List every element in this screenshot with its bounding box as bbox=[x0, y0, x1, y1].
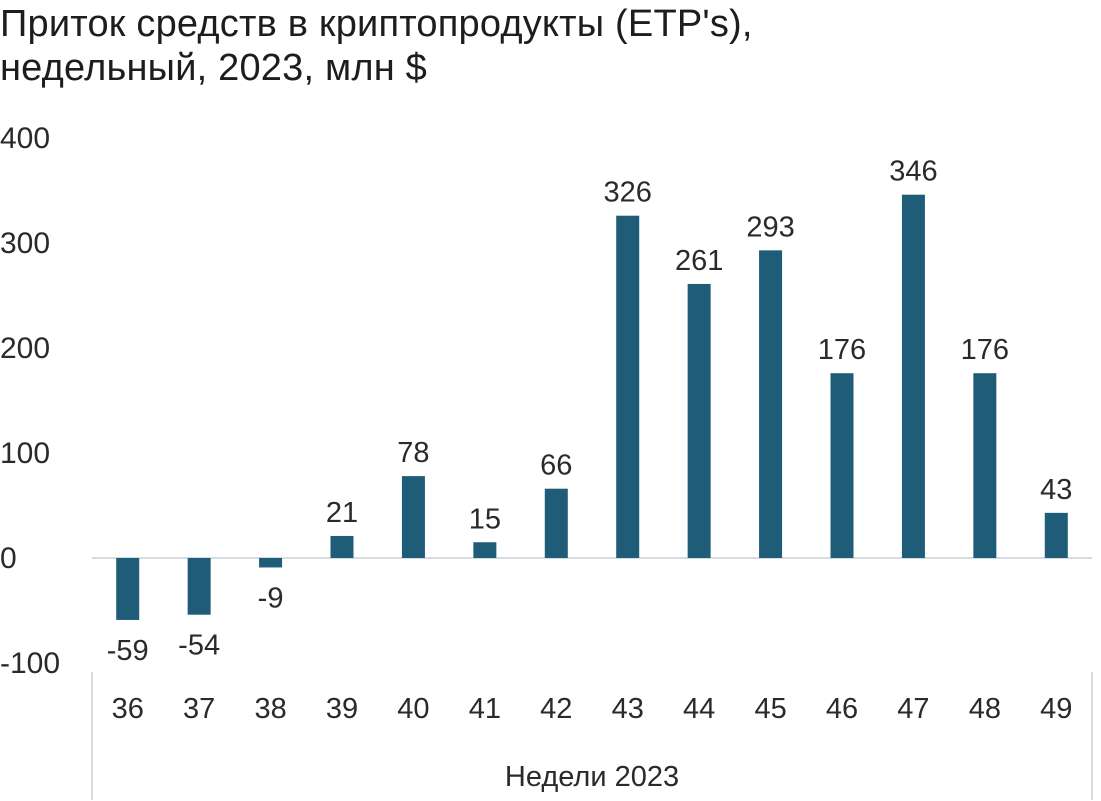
chart-title-line-2: недельный, 2023, млн $ bbox=[0, 47, 427, 89]
chart-axes bbox=[91, 557, 1093, 800]
bar-week-36 bbox=[116, 558, 140, 620]
bar-week-38 bbox=[259, 558, 283, 568]
x-tick-label: 46 bbox=[826, 693, 858, 725]
y-tick-label: -100 bbox=[0, 647, 60, 680]
x-tick-label: 49 bbox=[1040, 693, 1072, 725]
y-tick-label: 400 bbox=[0, 122, 50, 155]
chart-title: Приток средств в криптопродукты (ETP's),… bbox=[0, 2, 753, 90]
y-tick-label: 100 bbox=[0, 437, 50, 470]
data-label-week-48: 176 bbox=[961, 334, 1009, 366]
data-label-week-39: 21 bbox=[326, 497, 358, 529]
x-tick-label: 39 bbox=[326, 693, 358, 725]
x-tick-label: 37 bbox=[183, 693, 215, 725]
x-tick-label: 36 bbox=[112, 693, 144, 725]
y-axis-ticks: 400 300 200 100 0 -100 bbox=[0, 122, 60, 680]
bars bbox=[116, 194, 1068, 620]
x-tick-label: 47 bbox=[897, 693, 929, 725]
x-tick-label: 41 bbox=[469, 693, 501, 725]
bar-week-41 bbox=[473, 542, 497, 558]
data-label-week-42: 66 bbox=[540, 450, 572, 482]
x-tick-label: 44 bbox=[683, 693, 715, 725]
data-label-week-46: 176 bbox=[818, 334, 866, 366]
y-tick-label: 0 bbox=[0, 542, 17, 575]
bar-week-48 bbox=[973, 373, 997, 558]
data-labels: -59 -54 -9 21 78 15 66 326 261 293 176 346 176 43 bbox=[107, 156, 1073, 667]
bar-week-42 bbox=[544, 488, 568, 558]
bar-week-40 bbox=[401, 476, 425, 558]
data-label-week-41: 15 bbox=[469, 503, 501, 535]
y-tick-label: 300 bbox=[0, 227, 50, 260]
chart-title-line-1: Приток средств в криптопродукты (ETP's), bbox=[0, 3, 753, 45]
bar-week-39 bbox=[330, 535, 354, 558]
x-tick-label: 42 bbox=[540, 693, 572, 725]
bar-week-47 bbox=[901, 194, 925, 558]
x-tick-label: 45 bbox=[754, 693, 786, 725]
data-label-week-44: 261 bbox=[675, 245, 723, 277]
bar-week-46 bbox=[830, 373, 854, 558]
data-label-week-37: -54 bbox=[178, 630, 220, 662]
x-tick-label: 48 bbox=[969, 693, 1001, 725]
data-label-week-38: -9 bbox=[258, 582, 284, 614]
bar-week-37 bbox=[187, 558, 211, 615]
bar-week-43 bbox=[616, 215, 640, 558]
data-label-week-43: 326 bbox=[604, 177, 652, 209]
x-axis-title: Недели 2023 bbox=[505, 761, 679, 793]
bar-week-45 bbox=[759, 250, 783, 558]
x-tick-label: 40 bbox=[397, 693, 429, 725]
x-axis-ticks: 36 37 38 39 40 41 42 43 44 45 46 47 48 49 bbox=[112, 693, 1073, 725]
data-label-week-49: 43 bbox=[1040, 474, 1072, 506]
data-label-week-36: -59 bbox=[107, 635, 149, 667]
x-tick-label: 43 bbox=[612, 693, 644, 725]
data-label-week-45: 293 bbox=[746, 211, 794, 243]
data-label-week-47: 346 bbox=[889, 156, 937, 188]
y-tick-label: 200 bbox=[0, 332, 50, 365]
x-tick-label: 38 bbox=[254, 693, 286, 725]
bar-week-44 bbox=[687, 283, 711, 558]
data-label-week-40: 78 bbox=[397, 437, 429, 469]
bar-week-49 bbox=[1044, 512, 1068, 558]
